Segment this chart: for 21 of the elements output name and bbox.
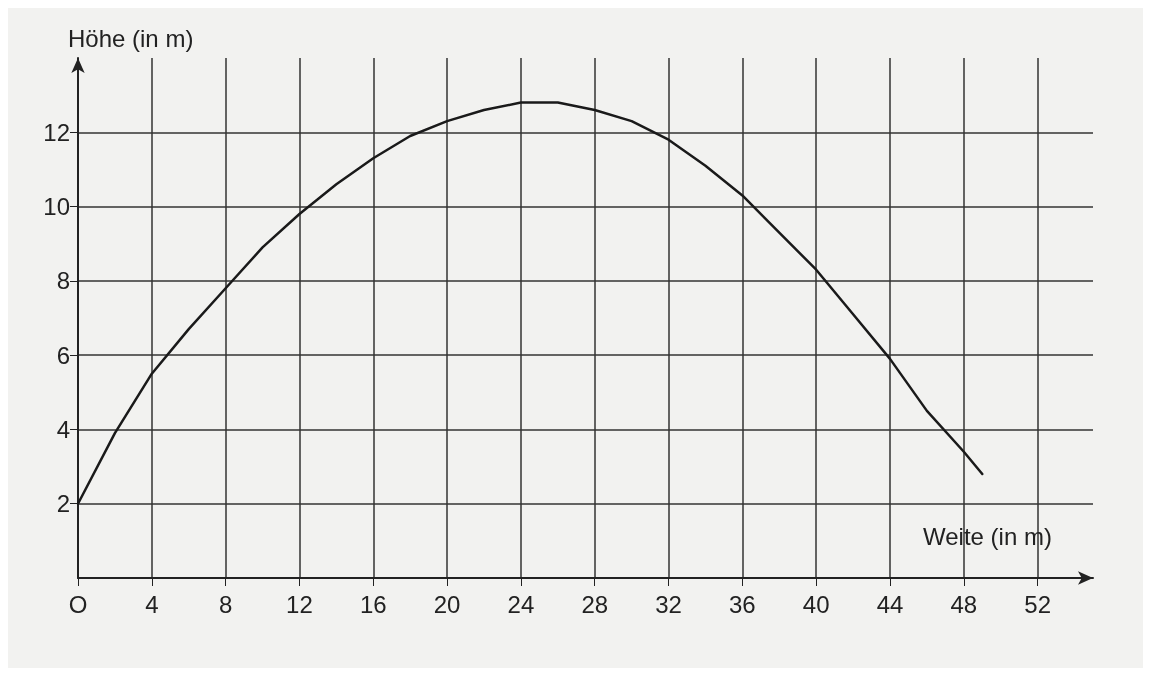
y-tick-label: 4 [56,415,70,443]
x-tick-label: 44 [876,590,904,618]
x-tick-label: 8 [218,590,233,618]
x-tick-label: 28 [581,590,609,618]
x-tick-label: 16 [359,590,387,618]
x-tick-label: O [68,590,88,618]
x-tick-label: 40 [802,590,830,618]
x-tick-label: 24 [507,590,535,618]
x-tick-label: 12 [286,590,313,618]
y-axis-title: Höhe (in m) [68,24,194,52]
x-tick-label: 52 [1024,590,1051,618]
x-tick-label: 48 [950,590,978,618]
x-tick-label: 32 [655,590,682,618]
y-tick-label: 8 [56,267,70,295]
x-tick-label: 20 [433,590,461,618]
x-tick-label: 36 [729,590,756,618]
x-tick-label: 4 [145,590,159,618]
y-tick-label: 6 [56,341,70,369]
y-tick-label: 12 [43,118,70,146]
y-tick-label: 10 [43,193,70,221]
y-tick-label: 2 [56,490,70,518]
